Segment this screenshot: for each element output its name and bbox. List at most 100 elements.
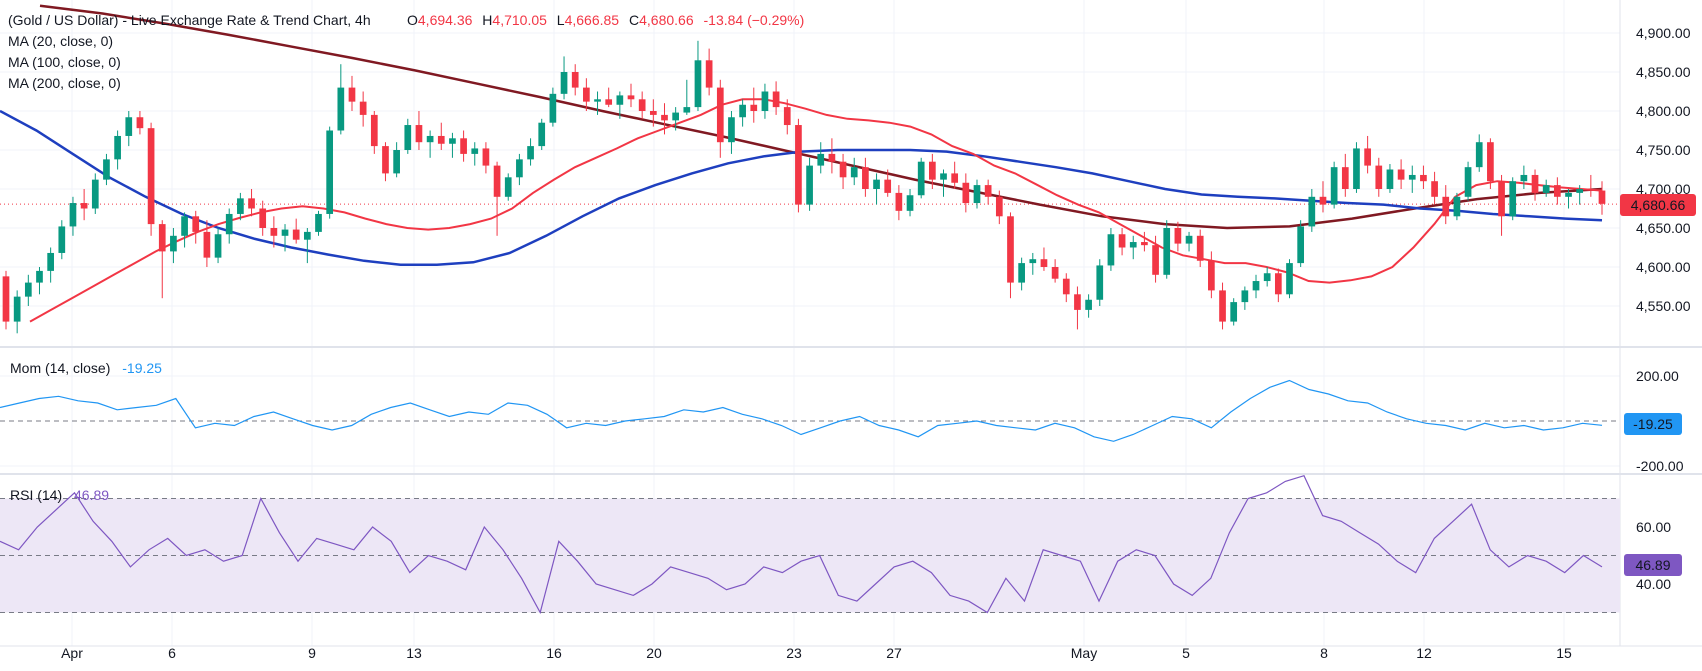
candle-body [1085,299,1092,310]
rsi-tick-label: 60.00 [1636,519,1671,535]
candle-body [281,229,289,236]
candle-body [493,165,501,197]
x-tick-label: 12 [1416,645,1432,661]
price-tick-label: 4,600.00 [1636,259,1691,275]
candle-body [1185,235,1193,244]
candle-body [348,87,356,102]
candle-body [984,185,992,197]
x-tick-label: 20 [646,645,662,661]
candle-body [471,148,479,154]
candle-body [560,72,568,94]
candle-body [1074,294,1081,310]
candle-body [337,87,345,131]
open-value: 4,694.36 [418,12,473,28]
candle-body [1442,196,1450,217]
candle-body [1141,242,1148,246]
candle-body [1007,216,1014,283]
candle-body [1598,190,1606,204]
candle-body [873,179,880,189]
candle-body [1163,228,1171,275]
candle-body [1509,181,1517,217]
price-tick-label: 4,550.00 [1636,298,1691,314]
candle-body [549,93,557,123]
candle-body [1364,148,1371,166]
candle-body [1286,263,1293,295]
candle-body [404,125,412,150]
candle-body [839,161,847,178]
candle-body [828,153,836,162]
candle-body [1196,235,1204,261]
candle-body [214,234,222,258]
candle-body [683,107,691,113]
candle-body [1040,259,1048,267]
candle-body [1319,196,1327,205]
candle-body [772,91,780,108]
candle-body [1420,174,1427,182]
candle-body [1219,290,1226,322]
x-tick-label: 8 [1320,645,1328,661]
candle-body [326,130,334,214]
price-tick-label: 4,900.00 [1636,25,1691,41]
candle-body [460,138,467,154]
candle-body [1118,234,1126,248]
candle-body [80,203,88,209]
candle-body [795,125,802,205]
rsi-tick-label: 40.00 [1636,576,1671,592]
candle-body [616,95,624,105]
x-tick-label: 5 [1182,645,1190,661]
candle-body [136,117,144,129]
candle-body [393,150,400,174]
price-tick-label: 4,850.00 [1636,64,1691,80]
ma100-label: MA (100, close, 0) [8,54,121,70]
candle-body [147,128,155,225]
candle-body [91,179,99,209]
candle-body [1107,234,1115,266]
candle-body [58,226,66,253]
candle-body [170,235,177,252]
low-label: L [557,12,565,28]
candle-body [761,91,769,111]
candle-body [103,159,110,180]
candle-body [13,296,21,322]
candle-body [728,117,735,143]
x-tick-label: May [1071,645,1097,661]
candle-body [259,208,267,228]
candle-body [716,87,724,143]
candle-body [370,114,378,147]
candle-body [225,213,233,235]
candle-body [2,276,10,322]
candle-body [292,229,300,240]
candle-body [1386,169,1394,189]
candle-body [661,114,668,121]
candle-body [237,198,244,214]
open-label: O [407,12,418,28]
candle-body [1241,290,1249,303]
candle-body [1353,148,1360,189]
candle-body [36,270,43,283]
high-label: H [482,12,492,28]
candle-body [627,95,635,100]
chart-title: (Gold / US Dollar) - Live Exchange Rate … [8,12,371,28]
candle-body [504,177,512,197]
ma20-label: MA (20, close, 0) [8,33,113,49]
candle-body [1576,189,1584,193]
candle-body [125,117,133,136]
price-tick-label: 4,800.00 [1636,103,1691,119]
candle-body [1431,181,1438,197]
candle-body [1051,267,1059,279]
candle-body [1018,263,1025,283]
candle-body [1453,196,1461,217]
candle-body [1174,228,1182,244]
candle-body [750,104,758,111]
candle-body [1263,273,1271,282]
candle-body [895,192,903,211]
candle-body [158,224,166,252]
candle-body [192,216,200,232]
candle-body [1152,245,1159,275]
candle-body [906,195,914,211]
indicator-lines [0,379,1603,615]
candle-body [181,216,188,236]
candle-body [382,146,389,174]
candle-body [1531,174,1539,193]
